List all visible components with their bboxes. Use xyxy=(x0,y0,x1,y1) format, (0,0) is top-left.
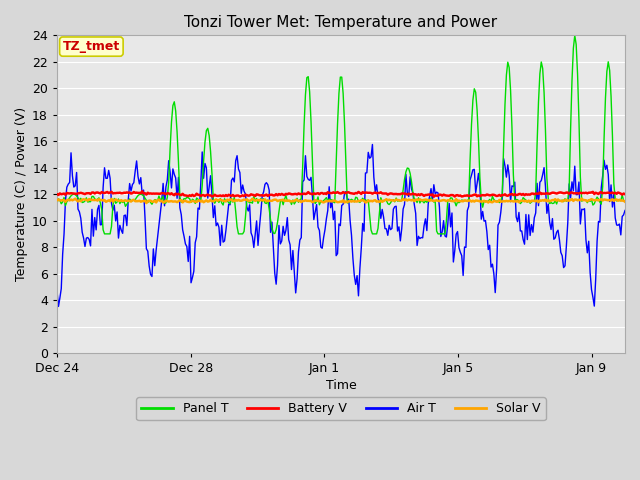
Air T xyxy=(244,208,252,214)
Solar V xyxy=(454,198,461,204)
Legend: Panel T, Battery V, Air T, Solar V: Panel T, Battery V, Air T, Solar V xyxy=(136,397,545,420)
Battery V xyxy=(225,192,232,198)
Battery V xyxy=(567,190,575,195)
Air T xyxy=(54,303,62,309)
Solar V xyxy=(370,198,378,204)
Battery V xyxy=(472,192,479,197)
Title: Tonzi Tower Met: Temperature and Power: Tonzi Tower Met: Temperature and Power xyxy=(184,15,497,30)
Line: Battery V: Battery V xyxy=(57,191,625,197)
Air T xyxy=(369,142,376,147)
Y-axis label: Temperature (C) / Power (V): Temperature (C) / Power (V) xyxy=(15,107,28,281)
Air T xyxy=(53,289,61,295)
Solar V xyxy=(244,198,252,204)
Panel T xyxy=(565,185,573,191)
Line: Air T: Air T xyxy=(57,144,625,306)
Solar V xyxy=(225,197,232,203)
Panel T xyxy=(470,86,478,92)
Panel T xyxy=(225,200,232,205)
Panel T xyxy=(621,198,629,204)
Solar V xyxy=(143,200,150,206)
Battery V xyxy=(53,192,61,197)
Air T xyxy=(455,245,463,251)
Line: Panel T: Panel T xyxy=(57,36,625,234)
Battery V xyxy=(455,193,463,199)
Battery V xyxy=(370,190,378,196)
Battery V xyxy=(621,192,629,197)
Panel T xyxy=(53,200,61,206)
Solar V xyxy=(470,199,478,204)
Battery V xyxy=(138,188,146,194)
Air T xyxy=(567,195,575,201)
Panel T xyxy=(571,33,579,38)
Panel T xyxy=(244,199,252,204)
Battery V xyxy=(244,193,252,199)
Solar V xyxy=(53,197,61,203)
Panel T xyxy=(370,231,378,237)
Air T xyxy=(472,190,479,195)
Text: TZ_tmet: TZ_tmet xyxy=(63,40,120,53)
Solar V xyxy=(621,199,629,204)
X-axis label: Time: Time xyxy=(326,379,356,392)
Line: Solar V: Solar V xyxy=(57,199,625,203)
Battery V xyxy=(430,194,438,200)
Air T xyxy=(371,189,379,195)
Air T xyxy=(621,207,629,213)
Solar V xyxy=(578,196,586,202)
Air T xyxy=(225,201,232,207)
Solar V xyxy=(565,198,573,204)
Panel T xyxy=(100,231,108,237)
Panel T xyxy=(454,199,461,205)
